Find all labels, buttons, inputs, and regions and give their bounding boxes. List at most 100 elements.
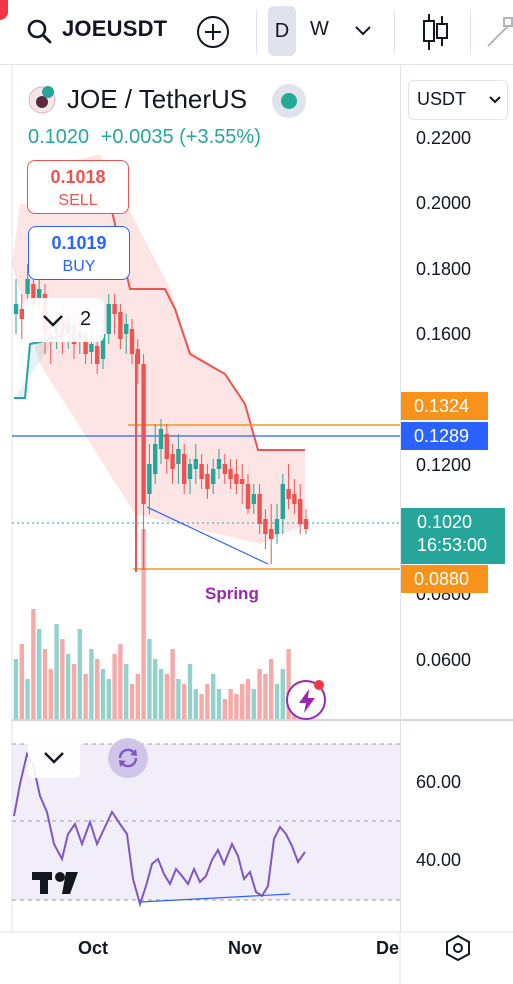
sell-button[interactable]: 0.1018 SELL [27,160,129,214]
candlestick-chart-type-icon[interactable] [420,12,450,52]
candle-body [158,429,164,449]
refresh-icon [118,748,138,768]
candle-body [100,334,106,359]
candle-body [245,484,251,509]
volume-bar [147,639,152,719]
volume-bar [251,689,256,719]
candle-body [176,449,181,464]
buy-label: BUY [62,258,96,275]
volume-bar [31,609,36,719]
symbol-title: JOE / TetherUS [67,84,248,114]
volume-bar [211,674,216,719]
candle-body [118,312,123,339]
candle-body [211,469,216,484]
time-tick-nov: Nov [228,938,263,958]
volume-bar [170,649,175,719]
candle-body [37,289,42,299]
volume-bar [193,689,198,719]
timeframe-day-button[interactable]: D [268,6,296,56]
bar-countdown: 16:53:00 [417,535,488,555]
price-axis[interactable] [400,64,513,932]
volume-bar [77,629,82,719]
candle-body [135,349,140,364]
chevron-down-icon[interactable] [354,24,372,38]
volume-bar [54,624,59,719]
legend-price: 0.1020 +0.0035 (+3.55%) [28,126,261,149]
volume-bar [66,654,71,719]
candle-body [106,304,111,334]
candle-body [147,464,152,494]
currency-select-value: USDT [417,89,466,109]
volume-bar [280,669,285,719]
price-tick: 0.1800 [416,259,472,279]
buy-button[interactable]: 0.1019 BUY [28,226,130,280]
price-tick: 0.1200 [416,455,472,475]
volume-bar [83,674,88,719]
rsi-divergence-line [139,893,291,903]
spring-annotation: Spring [205,584,259,603]
candle-body [112,304,117,314]
rsi-settings-button[interactable] [108,738,148,778]
volume-bar [158,669,164,719]
chevron-down-icon [44,752,64,764]
candle-body [199,464,204,479]
volume-bar [286,649,291,719]
candle-body [153,444,158,474]
candle-body [263,519,268,534]
price-tick: 0.1600 [416,324,472,344]
volume-bar [141,529,146,719]
joe-logo-icon [28,86,56,114]
volume-bar [42,649,48,719]
symbol-search-button[interactable]: JOEUSDT [62,16,168,41]
price-tick: 0.0600 [416,650,472,670]
volume-bar [205,684,210,719]
candle-body [257,494,262,524]
chevron-down-icon [43,315,63,327]
candle-body [141,364,146,504]
candle-body [286,489,291,499]
drawing-tools-icon[interactable] [484,16,513,50]
indicators-toggle-button[interactable]: 2 [24,298,104,342]
notification-dot [0,0,8,20]
candle-body [164,434,169,459]
volume-bar [245,679,251,719]
volume-bar [71,664,77,719]
market-status-badge[interactable] [272,84,306,118]
candle-body [83,334,88,354]
supertrend-line [107,193,305,451]
time-tick-oct: Oct [78,938,109,958]
alert-dot [314,680,324,690]
toolbar-divider [470,10,471,54]
timeframe-week-button[interactable]: W [310,18,329,40]
legend-change: +0.0035 (+3.55%) [100,126,261,148]
toolbar-divider [394,10,395,54]
candle-body [222,464,227,474]
alerts-button[interactable] [286,680,326,720]
volume-bars [13,529,309,719]
rsi-line [13,751,306,908]
search-icon[interactable] [26,18,52,44]
rsi-collapse-button[interactable] [28,736,80,778]
candle-body [89,344,94,352]
candle-body [205,474,210,489]
candle-body [25,279,30,294]
candle-body [124,324,129,334]
indicators-count: 2 [80,308,92,330]
volume-bar [106,679,111,719]
volume-bar [95,659,100,719]
add-symbol-icon[interactable] [196,15,230,49]
candle-body [251,494,256,504]
currency-select[interactable]: USDT [408,80,508,120]
time-tick-dec: De [376,938,400,958]
volume-bar [135,674,140,719]
lightning-icon [299,689,315,713]
candle-body [234,474,239,484]
volume-bar [164,674,169,719]
level-label-bottom: 0.0880 [401,565,488,593]
candle-body [187,464,193,479]
sell-label: SELL [58,192,98,209]
volume-bar [257,669,262,719]
toolbar-divider [256,10,257,54]
volume-bar [37,629,42,719]
chart-settings-icon[interactable] [444,934,472,962]
